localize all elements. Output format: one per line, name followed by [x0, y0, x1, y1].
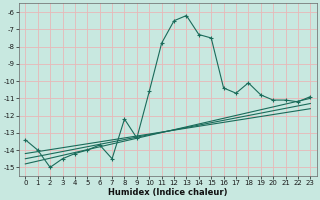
- X-axis label: Humidex (Indice chaleur): Humidex (Indice chaleur): [108, 188, 228, 197]
